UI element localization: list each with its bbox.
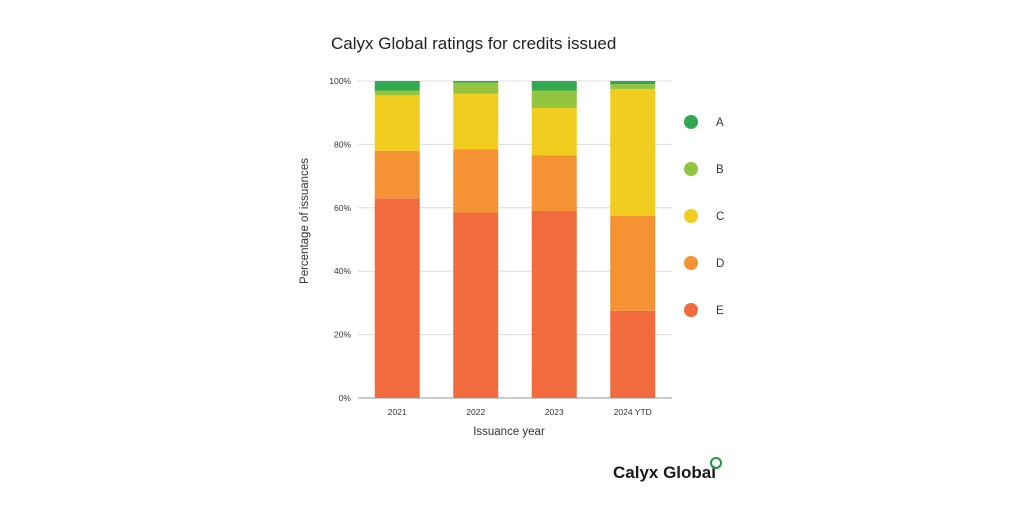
logo-ring-segment [718,458,723,464]
y-tick-label: 100% [329,76,351,86]
logo-ring-segment [709,458,714,464]
legend-label: B [716,164,724,176]
x-tick-label: 2023 [545,407,564,417]
legend-label: E [716,305,724,317]
legend-swatch [684,162,698,176]
x-tick-label: 2024 YTD [614,407,652,417]
bar-stack [453,81,499,398]
legend-item: C [684,209,724,223]
bar-segment-b [531,90,577,108]
y-tick-label: 20% [334,330,351,340]
legend-item: A [684,115,724,129]
brand-logo: Calyx Global [613,456,723,482]
y-tick-label: 60% [334,203,351,213]
bar-stack [531,81,577,398]
logo-ring-segment [718,462,723,468]
x-axis-label: Issuance year [473,426,545,438]
bar-stack [610,81,656,398]
logo-ring-segment [715,465,721,470]
y-tick-label: 80% [334,139,351,149]
bar-segment-a [374,81,420,91]
bars [374,81,656,398]
bar-stack [374,81,420,398]
legend-item: E [684,303,724,317]
brand-name: Calyx Global [613,463,716,482]
bar-segment-d [374,150,420,199]
legend-label: D [716,258,724,270]
logo-ring-segment [715,456,721,461]
legend-swatch [684,303,698,317]
logo-ring-segment [709,462,714,468]
bar-segment-e [610,310,656,398]
x-tick-label: 2022 [466,407,485,417]
x-tick-label: 2021 [388,407,407,417]
legend-swatch [684,256,698,270]
bar-segment-b [374,90,420,96]
logo-ring-segment [711,456,717,461]
legend-swatch [684,115,698,129]
bar-segment-e [531,210,577,398]
legend-item: B [684,162,724,176]
bar-segment-d [453,149,499,213]
y-tick-labels: 0% 20% 40% 60% 80% 100% [329,76,351,403]
bar-segment-c [610,88,656,216]
legend-label: C [716,211,724,223]
legend: A B C D E [684,115,724,317]
logo-ring-segment [711,465,717,470]
bar-segment-a [531,81,577,91]
bar-segment-c [374,95,420,151]
bar-segment-e [374,198,420,398]
legend-item: D [684,256,724,270]
bar-segment-e [453,212,499,398]
bar-segment-b [453,82,499,94]
legend-label: A [716,117,724,129]
bar-segment-c [453,93,499,150]
x-tick-labels: 2021 2022 2023 2024 YTD [388,407,652,417]
legend-swatch [684,209,698,223]
bar-segment-c [531,107,577,156]
bar-segment-a [610,81,656,85]
bar-segment-b [610,84,656,89]
y-tick-label: 40% [334,266,351,276]
bar-segment-d [610,215,656,311]
y-axis-label: Percentage of issuances [299,158,311,284]
y-tick-label: 0% [339,393,352,403]
bar-segment-a [453,81,499,83]
bar-segment-d [531,155,577,211]
logo-ring-icon [709,456,723,470]
chart-title: Calyx Global ratings for credits issued [331,34,616,53]
